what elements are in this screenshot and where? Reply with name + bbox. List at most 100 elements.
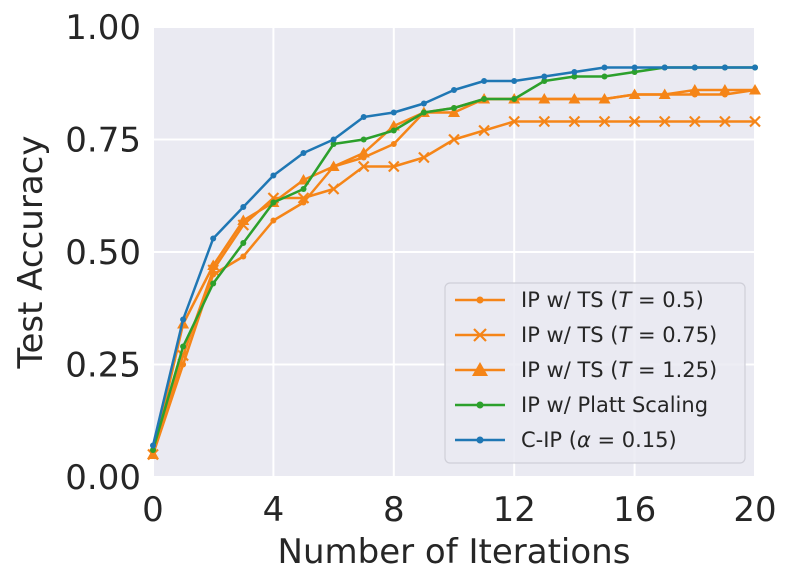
data-point <box>180 343 187 350</box>
series-2 <box>147 115 761 461</box>
data-point <box>541 73 548 80</box>
legend-label: IP w/ TS (T = 1.25) <box>521 358 717 382</box>
data-point <box>658 88 671 99</box>
x-tick-label: 20 <box>733 490 776 530</box>
data-point <box>390 127 397 134</box>
legend-marker <box>476 296 484 304</box>
legend-marker <box>472 362 488 376</box>
data-point <box>631 64 638 71</box>
data-point <box>240 240 247 246</box>
legend-label: IP w/ Platt Scaling <box>521 393 708 417</box>
data-point <box>749 84 761 95</box>
x-tick-labels: 0 4 8 12 16 20 <box>142 490 776 530</box>
x-tick-label: 8 <box>383 490 405 530</box>
data-point <box>357 147 370 158</box>
data-point <box>237 214 250 225</box>
y-tick-label: 0.75 <box>65 121 141 161</box>
data-point <box>481 78 488 84</box>
data-point <box>481 96 488 102</box>
data-point <box>327 183 340 195</box>
series-5 <box>150 64 758 449</box>
data-point <box>508 115 520 128</box>
data-point <box>327 160 340 171</box>
data-point <box>568 115 581 128</box>
legend-entry: IP w/ TS (T = 0.5) <box>455 288 704 312</box>
data-point <box>300 150 307 156</box>
y-tick-labels: 0.00 0.25 0.50 0.75 1.00 <box>65 8 141 498</box>
x-axis-title: Number of Iterations <box>278 532 631 572</box>
data-point <box>420 109 427 116</box>
data-point <box>658 115 671 128</box>
data-point <box>691 64 698 71</box>
data-point <box>390 109 397 116</box>
data-point <box>598 93 611 104</box>
legend-label: IP w/ TS (T = 0.5) <box>521 288 704 312</box>
data-point <box>300 186 307 192</box>
data-point <box>330 141 337 147</box>
data-point <box>240 253 247 260</box>
data-point <box>721 64 728 71</box>
data-point <box>147 448 159 459</box>
data-point <box>180 316 187 323</box>
legend-box <box>444 282 746 464</box>
data-point <box>601 73 608 80</box>
x-tick-label: 4 <box>263 490 285 530</box>
data-point <box>360 136 367 143</box>
data-point <box>511 96 518 102</box>
data-point <box>448 133 460 146</box>
y-tick-label: 0.25 <box>65 346 141 386</box>
data-point <box>661 64 668 71</box>
data-point <box>357 160 370 173</box>
data-point <box>601 64 608 71</box>
y-tick-label: 0.50 <box>65 233 141 273</box>
y-tick-label: 0.00 <box>65 458 141 498</box>
data-point <box>270 217 277 224</box>
data-point <box>631 69 638 75</box>
data-point <box>150 447 156 453</box>
data-point <box>511 78 518 84</box>
legend-entry: IP w/ TS (T = 1.25) <box>455 358 717 382</box>
data-point <box>388 160 400 173</box>
data-point <box>297 174 310 185</box>
series-layer <box>147 64 761 461</box>
data-point <box>628 115 641 128</box>
legend-label: IP w/ TS (T = 0.75) <box>521 323 717 347</box>
data-point <box>451 87 457 93</box>
data-point <box>448 106 460 117</box>
x-tick-label: 0 <box>142 490 164 530</box>
data-point <box>688 84 701 95</box>
data-point <box>330 136 337 143</box>
data-point <box>207 259 220 270</box>
legend-entry: IP w/ Platt Scaling <box>455 393 708 417</box>
data-point <box>719 115 731 128</box>
data-point <box>571 69 578 75</box>
data-point <box>598 115 611 128</box>
legend-marker <box>476 401 484 409</box>
legend-label: C-IP (α = 0.15) <box>521 428 677 452</box>
data-point <box>297 192 310 204</box>
data-point <box>270 172 277 179</box>
data-point <box>478 124 490 137</box>
x-tick-label: 12 <box>493 490 536 530</box>
data-point <box>568 93 581 104</box>
data-point <box>390 141 397 147</box>
data-point <box>240 204 247 210</box>
y-tick-label: 1.00 <box>65 8 141 48</box>
y-axis-title: Test Accuracy <box>11 136 51 370</box>
data-point <box>541 78 548 84</box>
legend-marker <box>476 436 484 444</box>
data-point <box>538 115 551 128</box>
data-point <box>749 115 761 128</box>
data-point <box>210 235 217 242</box>
x-tick-label: 16 <box>613 490 656 530</box>
data-point <box>420 100 427 107</box>
legend-entry: IP w/ TS (T = 0.75) <box>455 323 717 347</box>
data-point <box>718 84 731 95</box>
legend: IP w/ TS (T = 0.5) IP w/ TS (T = 0.75) IP … <box>444 282 746 464</box>
data-point <box>150 442 156 449</box>
data-point <box>360 114 367 120</box>
data-point <box>571 73 578 80</box>
data-point <box>538 93 551 104</box>
data-point <box>270 199 277 206</box>
